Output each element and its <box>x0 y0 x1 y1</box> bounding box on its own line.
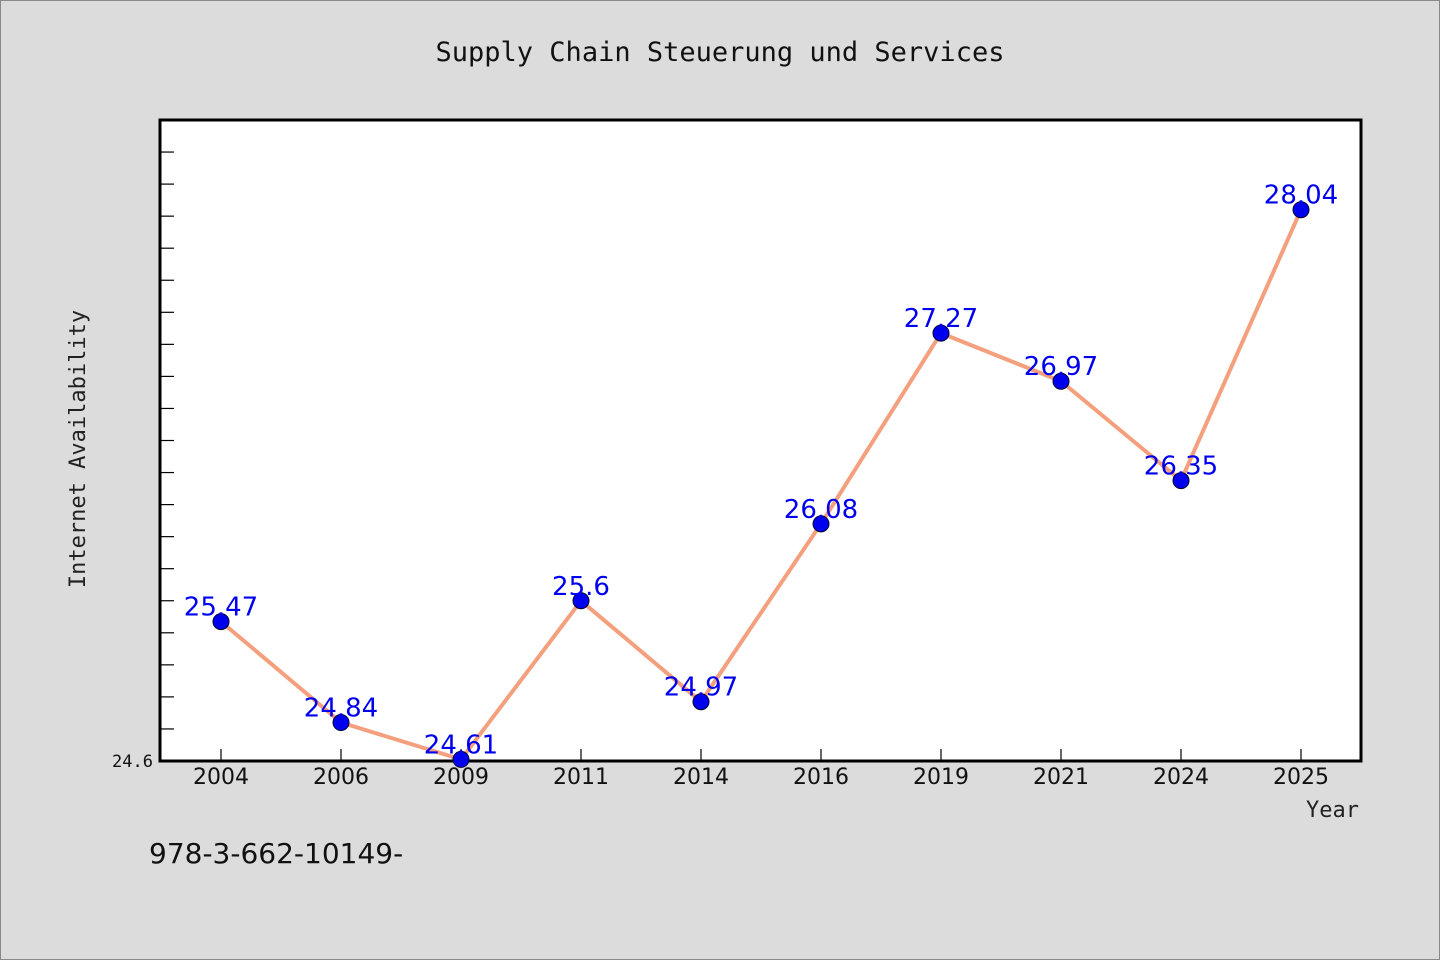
footnote: 978-3-662-10149- <box>149 837 403 870</box>
data-point <box>452 750 470 768</box>
x-tick-label: 2025 <box>1273 765 1329 790</box>
x-tick-label: 2004 <box>193 765 249 790</box>
x-axis-tick-labels: 2004 2006 2009 2011 2014 2016 2019 2021 2024 2025 <box>193 765 1329 790</box>
x-axis-title: Year <box>1306 798 1359 823</box>
x-tick-label: 2016 <box>793 765 849 790</box>
y-axis-ticks <box>160 151 174 730</box>
y-axis-title: Internet Availability <box>66 310 91 588</box>
data-point <box>932 324 950 342</box>
x-tick-label: 2024 <box>1153 765 1209 790</box>
data-point <box>812 515 830 533</box>
data-label: 27.27 <box>904 304 978 334</box>
data-point <box>1052 372 1070 390</box>
data-point <box>332 714 350 732</box>
series-line <box>219 207 1303 762</box>
data-label: 26.08 <box>784 495 858 525</box>
data-point <box>1172 472 1190 490</box>
data-label: 25.6 <box>552 572 610 602</box>
plot-area <box>158 118 1363 763</box>
data-label: 24.84 <box>304 694 378 724</box>
data-point <box>572 592 590 610</box>
data-point <box>212 613 230 631</box>
data-label: 26.35 <box>1144 452 1218 482</box>
data-point <box>692 693 710 711</box>
x-tick-label: 2014 <box>673 765 729 790</box>
data-label: 26.97 <box>1024 352 1098 382</box>
data-label: 28.04 <box>1264 181 1338 211</box>
data-label: 24.97 <box>664 673 738 703</box>
data-point <box>1292 201 1310 219</box>
x-tick-label: 2019 <box>913 765 969 790</box>
data-labels: 25.47 24.84 24.61 25.6 24.97 26.08 27.27 26.97 2… <box>184 181 1338 761</box>
x-tick-label: 2006 <box>313 765 369 790</box>
x-tick-label: 2021 <box>1033 765 1089 790</box>
data-label: 24.61 <box>424 730 498 760</box>
y-axis-min-label: 24.6 <box>112 752 153 772</box>
chart-title: Supply Chain Steuerung und Services <box>436 37 1005 68</box>
data-markers <box>212 201 1310 768</box>
x-tick-label: 2011 <box>553 765 609 790</box>
x-tick-label: 2009 <box>433 765 489 790</box>
data-label: 25.47 <box>184 593 258 623</box>
